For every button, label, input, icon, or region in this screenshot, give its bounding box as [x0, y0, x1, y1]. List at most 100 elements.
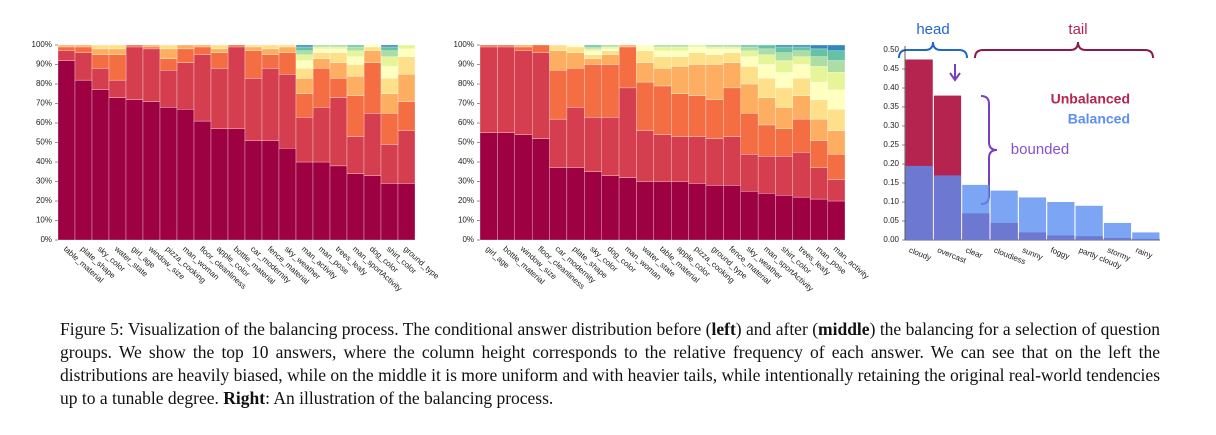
bar	[827, 130, 846, 155]
bar	[159, 44, 178, 50]
bar	[312, 68, 331, 108]
bar	[757, 193, 776, 241]
bar	[363, 62, 382, 114]
bar	[261, 54, 280, 69]
bar	[380, 46, 399, 52]
bar	[531, 44, 550, 53]
bar	[312, 48, 331, 53]
bar	[584, 171, 602, 241]
bar	[159, 48, 178, 59]
y-tick-label: 0.10	[883, 197, 899, 206]
bar	[705, 138, 724, 186]
bar	[108, 97, 127, 241]
bar	[653, 44, 672, 48]
bar	[775, 60, 794, 73]
y-tick-label: 100%	[32, 40, 52, 49]
bar	[479, 132, 498, 241]
x-tick-label: cloudiess	[993, 245, 1027, 266]
bar	[740, 50, 759, 57]
bar	[549, 44, 568, 51]
bar	[329, 165, 348, 241]
bar	[57, 44, 76, 48]
caption: Figure 5: Visualization of the balancing…	[60, 318, 1160, 410]
bar	[57, 46, 76, 52]
bar	[312, 44, 331, 48]
bar	[363, 50, 382, 63]
bar	[295, 117, 314, 163]
bar	[671, 136, 689, 182]
bar	[312, 46, 331, 50]
bar	[584, 44, 602, 48]
bar	[261, 48, 280, 55]
bar	[827, 109, 846, 131]
bar	[329, 78, 348, 98]
bar	[584, 50, 602, 55]
bar	[990, 190, 1018, 240]
bar	[653, 181, 672, 241]
bar	[142, 44, 161, 48]
y-tick-label: 0.00	[883, 235, 899, 244]
y-tick-label: 80%	[458, 79, 474, 88]
bar	[346, 56, 365, 65]
bar	[757, 48, 776, 55]
bar	[775, 44, 794, 48]
bar	[566, 68, 585, 108]
bar	[295, 50, 314, 55]
bar	[705, 54, 724, 65]
bar	[792, 50, 811, 57]
y-tick-label: 0.15	[883, 178, 899, 187]
bar	[312, 107, 331, 163]
bar	[810, 66, 828, 83]
bar	[210, 44, 229, 50]
bar	[346, 64, 365, 77]
bar	[705, 46, 724, 50]
bar	[363, 46, 382, 52]
bar	[584, 58, 602, 65]
bar	[705, 185, 724, 241]
bar	[244, 50, 263, 79]
bar	[346, 95, 365, 137]
bar	[295, 54, 314, 61]
bar	[827, 179, 846, 202]
x-tick-label: rainy	[1134, 245, 1153, 260]
bar	[723, 52, 741, 63]
y-tick-label: 0.35	[883, 102, 899, 111]
bar	[159, 70, 178, 108]
bar	[584, 46, 602, 50]
bar	[810, 140, 828, 169]
bar	[244, 46, 263, 52]
x-tick-label: cloudy	[908, 245, 933, 262]
bar	[688, 46, 707, 53]
bar	[479, 46, 498, 133]
bar	[653, 50, 672, 57]
bar	[278, 46, 297, 53]
bar	[705, 64, 724, 100]
y-tick-label: 70%	[36, 99, 52, 108]
bar	[636, 181, 654, 241]
bar	[566, 107, 585, 169]
bar	[159, 107, 178, 241]
bar	[792, 196, 811, 241]
y-tick-label: 0%	[40, 235, 52, 244]
bar	[723, 87, 741, 137]
annotation: bounded	[1011, 141, 1069, 158]
bar	[278, 44, 297, 48]
bar	[636, 130, 654, 182]
caption-text: ) and after (	[735, 319, 819, 339]
bar	[566, 167, 585, 241]
bar	[295, 161, 314, 241]
bar	[329, 48, 348, 53]
bar	[757, 64, 776, 79]
bar	[397, 48, 416, 57]
caption-bold: Right	[223, 388, 266, 408]
bar	[176, 109, 195, 241]
bar	[584, 48, 602, 52]
bar	[1075, 205, 1103, 240]
bar	[740, 113, 759, 155]
bar	[688, 52, 707, 65]
bar	[792, 44, 811, 48]
x-tick-label: overcast	[936, 245, 968, 265]
bar	[125, 99, 144, 241]
bar	[91, 89, 110, 241]
bar	[497, 46, 515, 133]
